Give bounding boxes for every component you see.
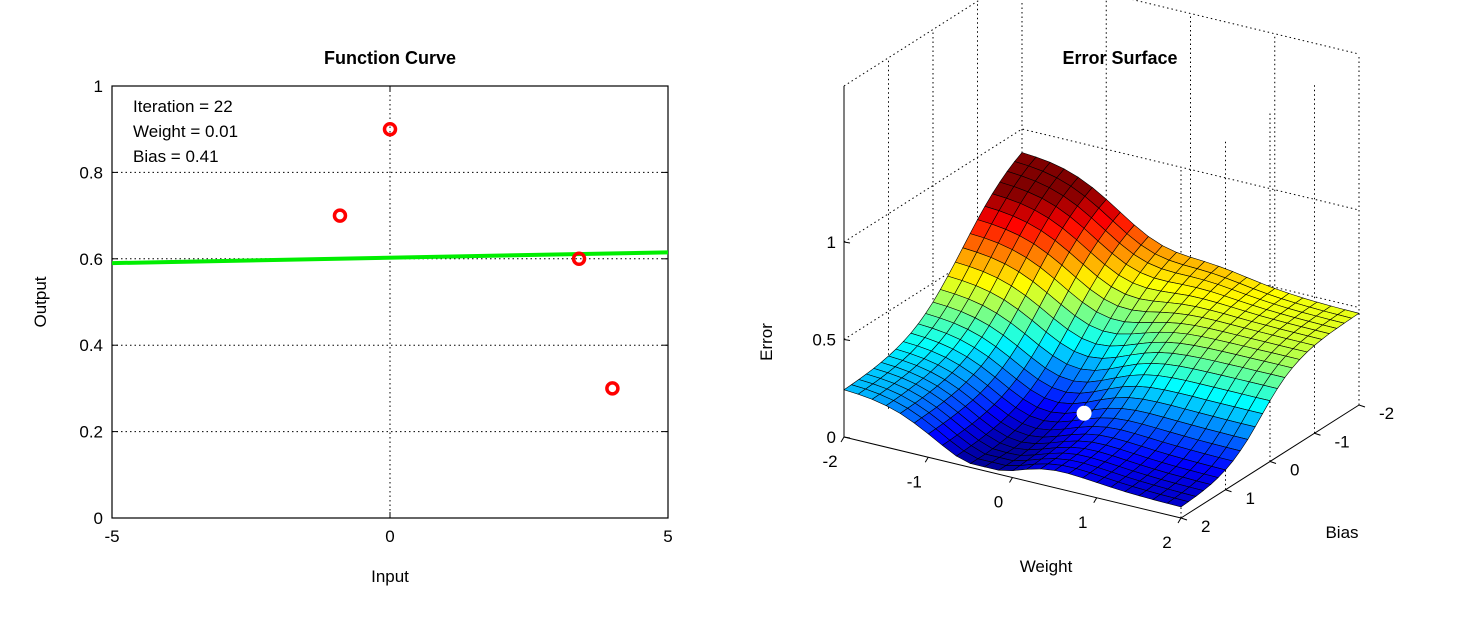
data-point — [332, 208, 348, 223]
bias-tick-mark — [1358, 404, 1366, 408]
weight-tick-mark — [1177, 517, 1182, 524]
y-tick-label: 0.6 — [79, 250, 103, 269]
x-tick-label: 5 — [663, 527, 672, 546]
weight-tick-mark — [1009, 477, 1013, 483]
bias-tick-mark — [1180, 517, 1188, 521]
current-point-marker — [1076, 405, 1092, 421]
error-surface-chart: Error Surface 0 0.5 1 -2 -1 0 1 2 -2 -1 0 1 2 Weight… — [757, 0, 1394, 576]
weight-tick-mark — [1093, 497, 1098, 504]
error-surface-ylabel: Bias — [1325, 523, 1358, 542]
function-curve-xlabel: Input — [371, 567, 409, 586]
y-tick-label: 1 — [94, 77, 103, 96]
z-tick-label: 1 — [827, 233, 836, 252]
z-tick-mark — [843, 339, 851, 341]
error-surface-marker-group — [1076, 405, 1092, 421]
bias-tick-label: 2 — [1201, 517, 1210, 536]
iteration-annotation: Iteration = 22 Weight = 0.01 Bias = 0.41 — [133, 97, 238, 166]
data-point — [571, 251, 587, 267]
box-top-edge — [843, 0, 1360, 87]
x-tick-label: 0 — [385, 527, 394, 546]
annotation-weight: Weight = 0.01 — [133, 122, 238, 141]
bias-tick-label: 1 — [1246, 489, 1255, 508]
error-surface-title: Error Surface — [1062, 48, 1177, 68]
z-tick-label: 0 — [827, 428, 836, 447]
weight-tick-mark — [840, 436, 845, 443]
z-tick-mark — [843, 436, 851, 439]
bias-tick-label: -2 — [1379, 404, 1394, 423]
annotation-bias: Bias = 0.41 — [133, 147, 219, 166]
bias-tick-mark — [1225, 489, 1232, 493]
bias-tick-mark — [1314, 432, 1321, 436]
function-curve-grid — [112, 86, 668, 518]
y-tick-label: 0.8 — [79, 163, 103, 182]
error-surface-mesh — [843, 152, 1360, 508]
bias-tick-mark — [1269, 461, 1277, 464]
weight-tick-label: -1 — [907, 472, 922, 491]
function-curve-points — [332, 121, 620, 396]
weight-tick-label: 2 — [1162, 533, 1171, 552]
bias-tick-label: -1 — [1335, 432, 1350, 451]
error-surface-zlabel: Error — [757, 323, 776, 361]
surface-patch — [843, 384, 867, 395]
weight-tick-label: 1 — [1078, 513, 1087, 532]
z-tick-label: 0.5 — [812, 331, 836, 350]
y-tick-label: 0.4 — [79, 336, 103, 355]
weight-tick-label: -2 — [822, 452, 837, 471]
function-curve-ylabel: Output — [31, 276, 50, 327]
function-curve-title: Function Curve — [324, 48, 456, 68]
error-surface-xlabel: Weight — [1020, 557, 1073, 576]
annotation-iteration: Iteration = 22 — [133, 97, 233, 116]
y-tick-label: 0 — [94, 509, 103, 528]
data-point — [605, 381, 620, 396]
error-surface-ticks: 0 0.5 1 -2 -1 0 1 2 -2 -1 0 1 2 — [812, 233, 1394, 552]
function-curve-ticks: -5 0 500.20.40.60.81 — [79, 77, 672, 546]
y-tick-label: 0.2 — [79, 423, 103, 442]
data-point — [382, 121, 398, 137]
z-tick-mark — [843, 241, 851, 244]
weight-tick-label: 0 — [994, 493, 1003, 512]
grid-line-error — [843, 128, 1360, 243]
weight-tick-mark — [924, 456, 929, 463]
bias-tick-label: 0 — [1290, 461, 1299, 480]
function-curve-chart: Function Curve -5 0 500.20.40.60.81 Iterat… — [31, 48, 673, 586]
x-tick-label: -5 — [104, 527, 119, 546]
